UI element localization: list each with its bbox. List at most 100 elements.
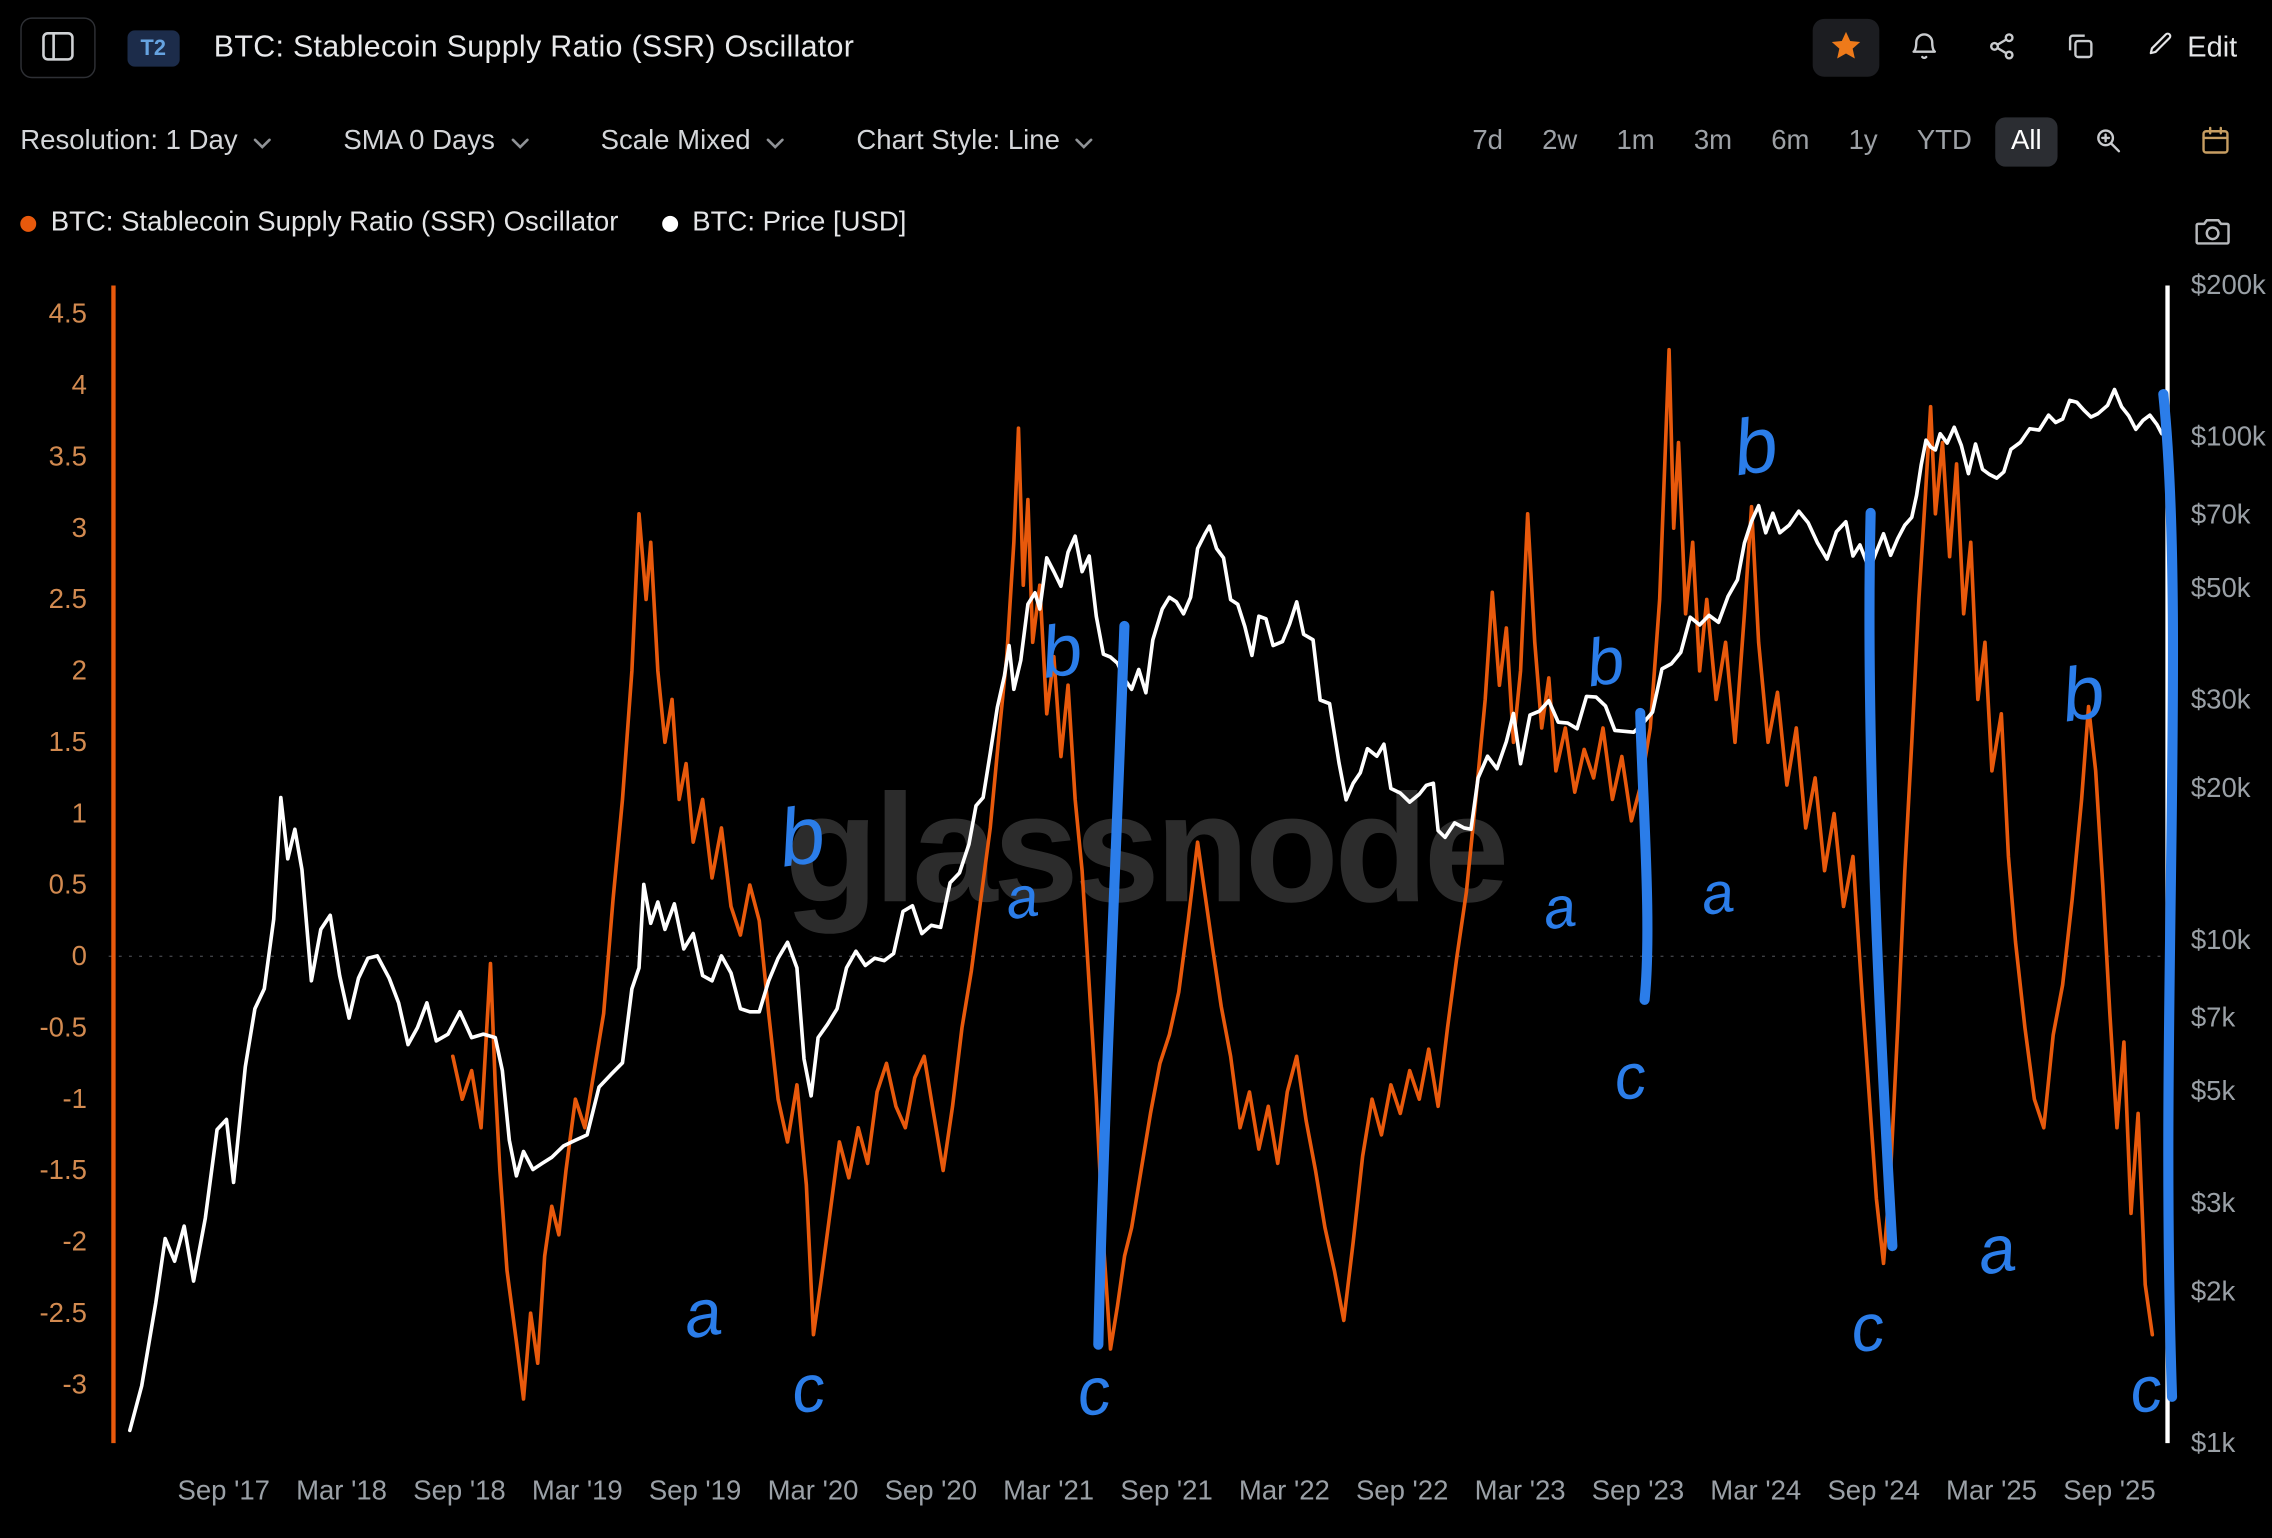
x-axis-tick: Sep '22 <box>1356 1475 1448 1506</box>
edit-button[interactable]: Edit <box>2137 28 2246 69</box>
annotation-letter-c: c <box>787 1351 830 1429</box>
resolution-dropdown[interactable]: Resolution: 1 Day <box>17 120 273 163</box>
chevron-down-icon <box>253 126 271 158</box>
right-axis-tick: $50k <box>2191 572 2251 603</box>
sma-label: SMA 0 Days <box>343 126 495 157</box>
annotation-stroke <box>1635 707 1653 1005</box>
x-axis-tick: Mar '25 <box>1946 1475 2037 1506</box>
left-axis-tick: -0.5 <box>40 1011 87 1042</box>
left-axis-tick: -2 <box>62 1226 86 1257</box>
chevron-down-icon <box>1075 126 1094 158</box>
x-axis-tick: Mar '24 <box>1710 1475 1801 1506</box>
x-axis-tick: Mar '18 <box>296 1475 387 1506</box>
range-all[interactable]: All <box>1995 117 2058 167</box>
price-line <box>128 387 2164 1433</box>
watermark: glassnode <box>784 762 1504 934</box>
camera-icon <box>2195 214 2230 250</box>
chart-style-dropdown[interactable]: Chart Style: Line <box>853 120 1096 163</box>
share-button[interactable] <box>1968 19 2035 77</box>
right-axis-tick: $5k <box>2191 1075 2236 1106</box>
annotation-letter-a: a <box>1697 860 1738 928</box>
right-axis-tick: $20k <box>2191 772 2251 803</box>
annotation-letter-c: c <box>1846 1290 1889 1368</box>
annotation-letter-b: b <box>1582 623 1629 701</box>
x-axis-tick: Sep '20 <box>885 1475 977 1506</box>
range-6m[interactable]: 6m <box>1755 117 1825 166</box>
right-axis-tick: $200k <box>2191 269 2266 300</box>
range-2w[interactable]: 2w <box>1526 117 1593 166</box>
left-axis-tick: 4 <box>72 369 87 400</box>
x-axis-tick: Mar '19 <box>532 1475 623 1506</box>
notifications-button[interactable] <box>1890 19 1957 77</box>
range-1y[interactable]: 1y <box>1833 117 1894 166</box>
legend-label: BTC: Price [USD] <box>692 207 907 238</box>
star-icon <box>1828 28 1863 67</box>
legend-dot <box>661 215 678 232</box>
header: T2 BTC: Stablecoin Supply Ratio (SSR) Os… <box>0 0 2272 96</box>
chevron-down-icon <box>510 126 529 158</box>
favorite-button[interactable] <box>1811 18 1879 77</box>
range-7d[interactable]: 7d <box>1456 117 1519 166</box>
panel-toggle-button[interactable] <box>20 17 96 79</box>
right-axis-tick: $1k <box>2191 1427 2236 1458</box>
x-axis-tick: Sep '18 <box>413 1475 505 1506</box>
legend-item[interactable]: BTC: Stablecoin Supply Ratio (SSR) Oscil… <box>20 207 618 239</box>
left-axis-tick: 3 <box>72 512 87 543</box>
annotation-letter-a: a <box>1539 875 1580 943</box>
scale-dropdown[interactable]: Scale Mixed <box>598 120 787 163</box>
tab-badge[interactable]: T2 <box>127 29 179 66</box>
range-3m[interactable]: 3m <box>1678 117 1748 166</box>
chart-style-label: Chart Style: Line <box>856 126 1060 157</box>
left-axis-tick: 2 <box>72 655 87 686</box>
left-axis-tick: -2.5 <box>40 1297 87 1328</box>
annotation-stroke <box>1864 507 1898 1252</box>
left-axis-tick: 2.5 <box>49 583 87 614</box>
left-axis-tick: 4.5 <box>49 298 87 329</box>
header-actions: Edit <box>1800 18 2246 77</box>
annotation-letter-c: c <box>1072 1353 1115 1431</box>
x-axis-tick: Sep '24 <box>1827 1475 1919 1506</box>
legend-items: BTC: Stablecoin Supply Ratio (SSR) Oscil… <box>20 207 906 239</box>
sma-dropdown[interactable]: SMA 0 Days <box>340 120 531 163</box>
annotation-stroke <box>2158 389 2179 1402</box>
left-axis-tick: 0.5 <box>49 869 87 900</box>
calendar-icon <box>2200 124 2232 160</box>
x-axis-tick: Sep '25 <box>2063 1475 2155 1506</box>
calendar-button[interactable] <box>2182 113 2249 171</box>
left-axis-tick: -3 <box>62 1368 86 1399</box>
chevron-down-icon <box>766 126 784 158</box>
right-axis-tick: $70k <box>2191 499 2251 530</box>
zoom-area-button[interactable] <box>2075 113 2142 171</box>
screenshot-button[interactable] <box>2179 203 2246 261</box>
edit-label: Edit <box>2187 31 2238 64</box>
annotation-letter-c: c <box>2125 1352 2167 1428</box>
right-axis-tick: $30k <box>2191 684 2251 715</box>
right-axis-tick: $3k <box>2191 1187 2236 1218</box>
right-axis-tick: $2k <box>2191 1275 2236 1306</box>
x-axis-tick: Mar '22 <box>1239 1475 1330 1506</box>
pencil-icon <box>2145 29 2174 67</box>
left-axis-tick: 1 <box>72 797 87 828</box>
bell-icon <box>1908 30 1940 66</box>
annotation-letter-a: a <box>679 1275 726 1353</box>
annotation-letter-a: a <box>1973 1211 2020 1289</box>
x-axis-tick: Mar '21 <box>1003 1475 1094 1506</box>
left-axis-tick: -1.5 <box>40 1154 87 1185</box>
chart-canvas[interactable]: glassnode 4.5 4 3.5 3 2.5 2 1.5 1 0.5 0 -0.5 -1 -1.5 -… <box>0 268 2272 1537</box>
range-1m[interactable]: 1m <box>1601 117 1671 166</box>
right-axis-tick: $10k <box>2191 924 2251 955</box>
range-ytd[interactable]: YTD <box>1901 117 1988 166</box>
left-axis-tick: 3.5 <box>49 440 87 471</box>
copy-button[interactable] <box>2047 19 2114 77</box>
annotation-letter-c: c <box>1609 1039 1651 1115</box>
right-axis-tick: $100k <box>2191 421 2266 452</box>
resolution-label: Resolution: 1 Day <box>20 126 238 157</box>
legend: BTC: Stablecoin Supply Ratio (SSR) Oscil… <box>0 203 2272 244</box>
legend-label: BTC: Stablecoin Supply Ratio (SSR) Oscil… <box>50 207 619 238</box>
left-axis-tick: 0 <box>72 940 87 971</box>
toolbar: Resolution: 1 Day SMA 0 Days Scale Mixed… <box>0 113 2272 171</box>
legend-item[interactable]: BTC: Price [USD] <box>661 207 907 239</box>
oscillator-line <box>450 347 2155 1401</box>
legend-dot <box>20 215 37 232</box>
